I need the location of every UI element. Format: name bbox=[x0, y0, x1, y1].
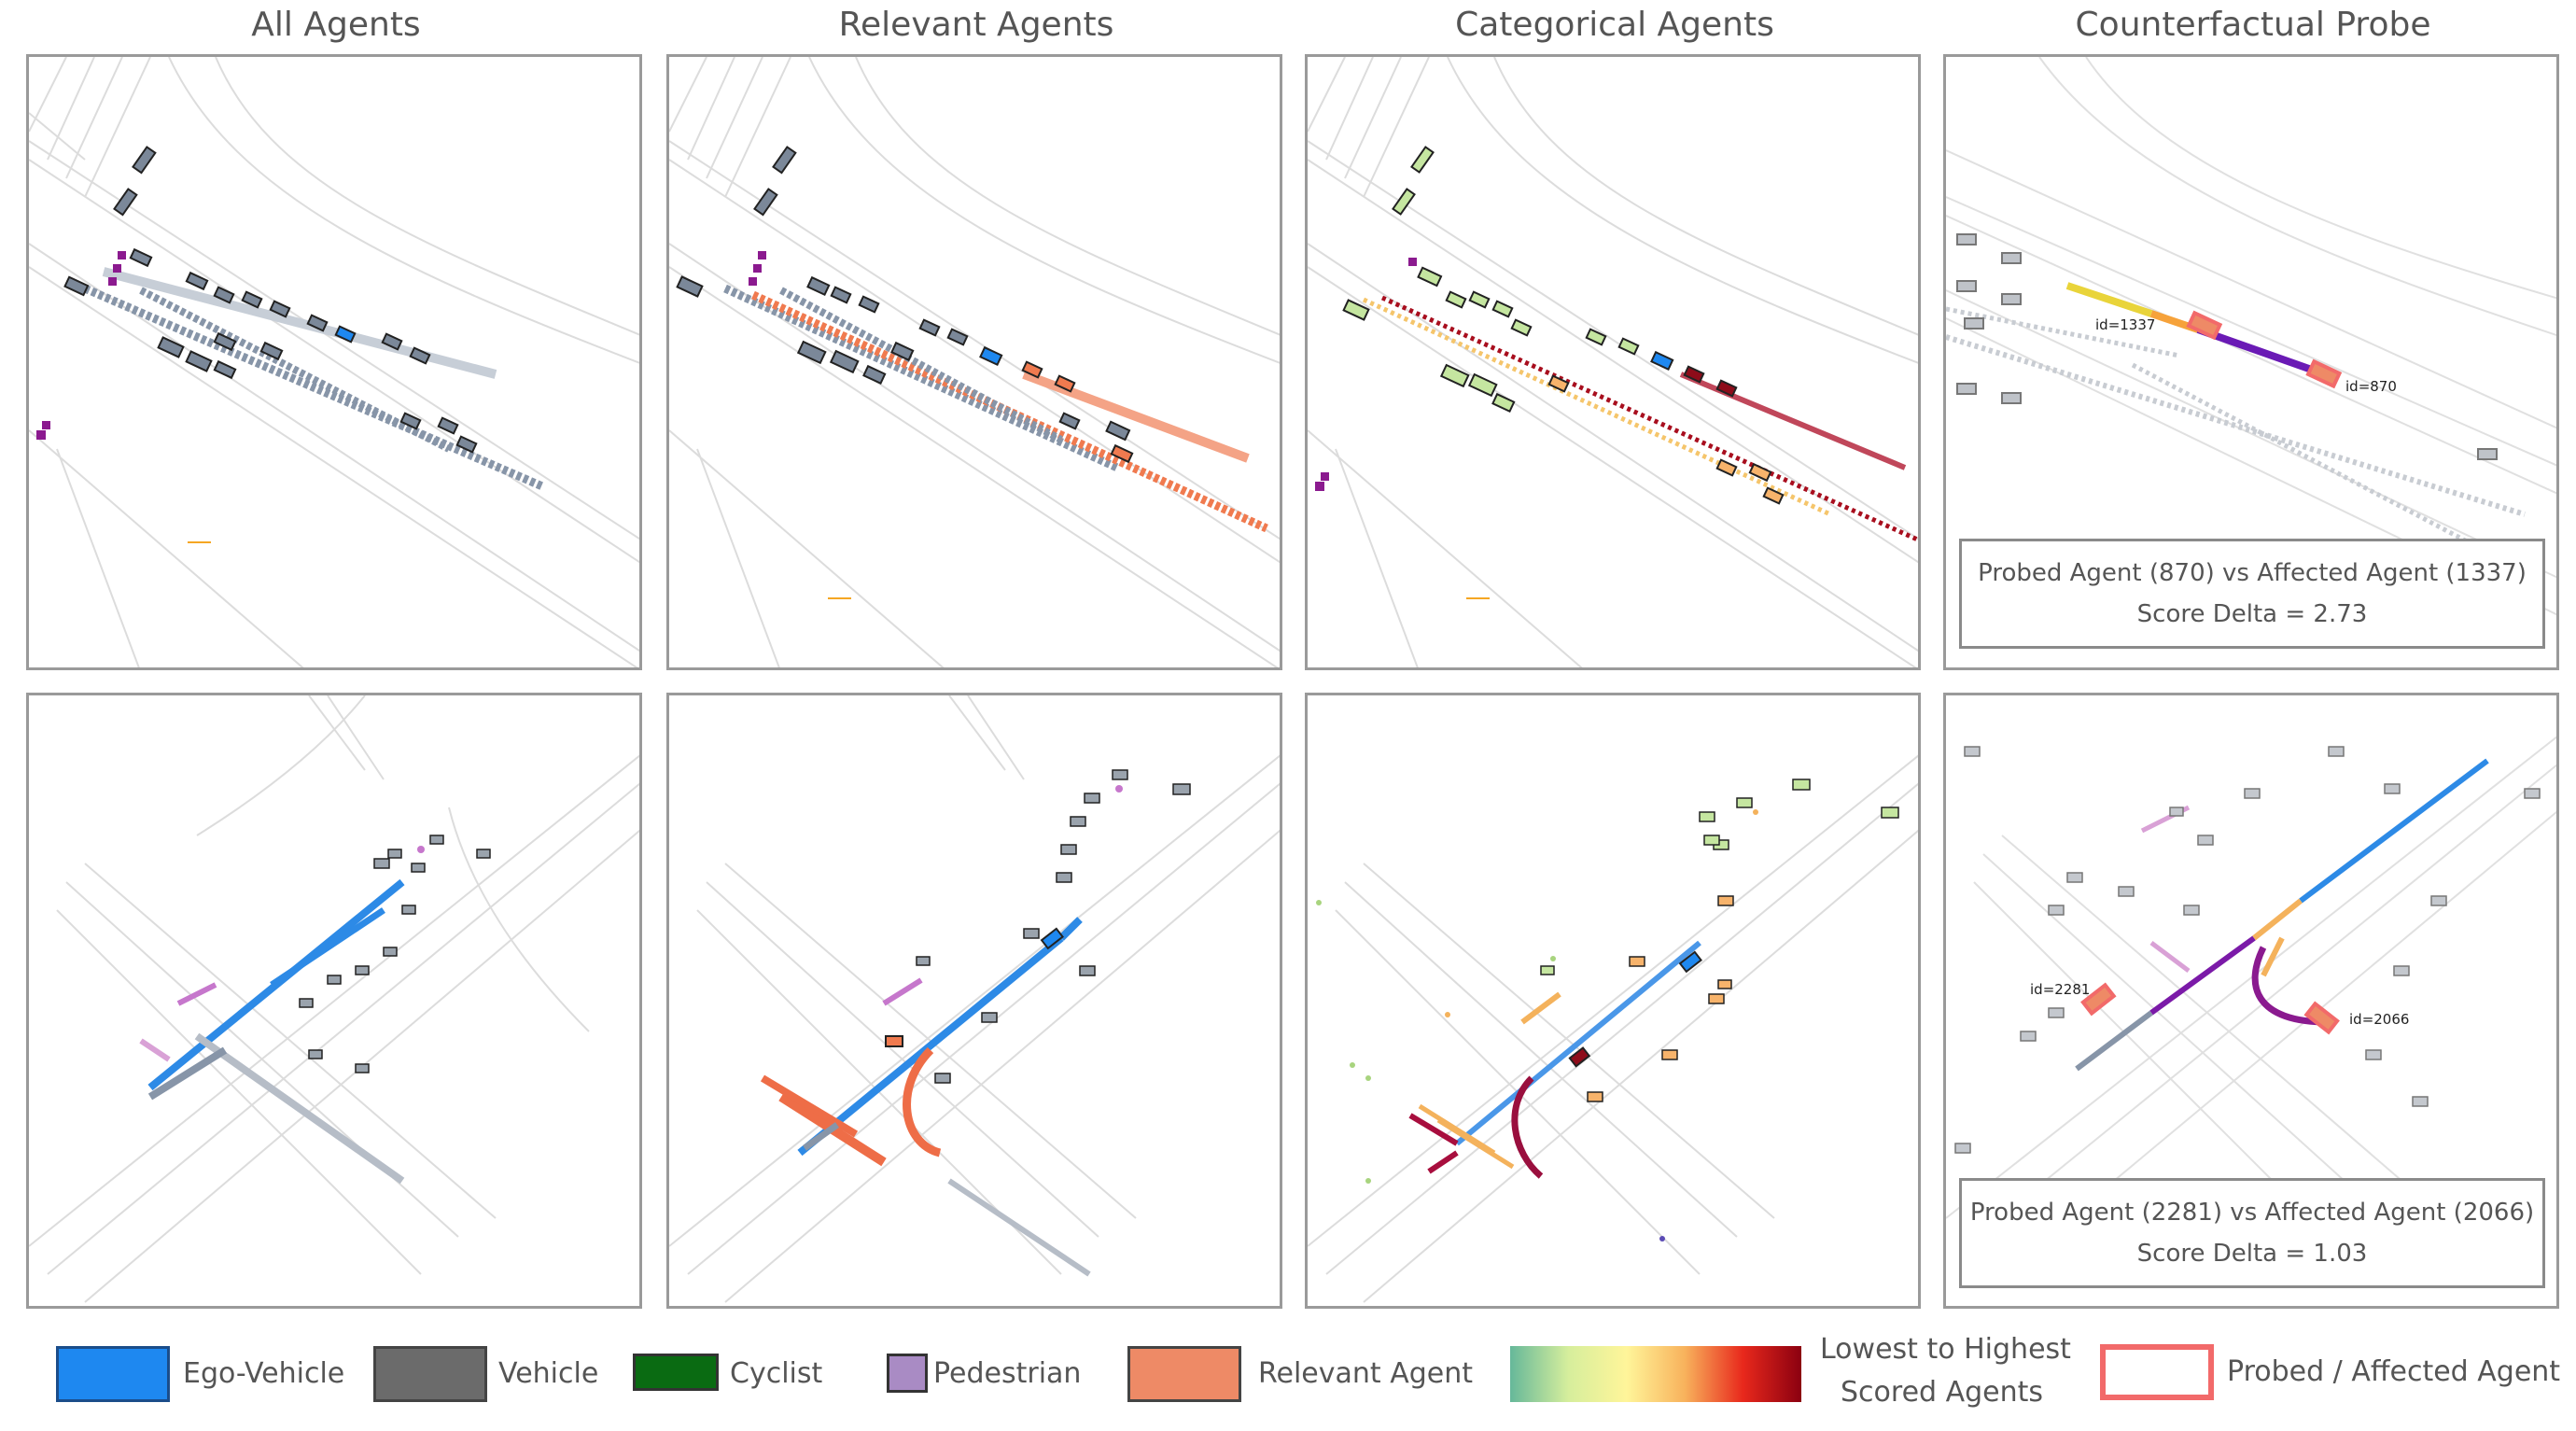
legend-score-label-line2: Scored Agents bbox=[1841, 1376, 2044, 1409]
probe-comparison-text: Probed Agent (870) vs Affected Agent (13… bbox=[1978, 559, 2527, 587]
probe-score-delta: Score Delta = 2.73 bbox=[2136, 600, 2368, 628]
legend-probed-swatch bbox=[2100, 1344, 2214, 1400]
legend-probed-label: Probed / Affected Agent bbox=[2227, 1355, 2561, 1388]
legend-ego-swatch bbox=[56, 1346, 170, 1402]
legend-vehicle-label: Vehicle bbox=[498, 1357, 599, 1390]
legend-pedestrian-label: Pedestrian bbox=[933, 1357, 1082, 1390]
scene-panel-top-relevant-agents bbox=[666, 54, 1282, 670]
legend-score-label-line1: Lowest to Highest bbox=[1820, 1333, 2071, 1366]
scene-map-top-probe: id=1337 id=870 bbox=[1946, 57, 2556, 616]
scene-map-top-all bbox=[29, 57, 639, 667]
legend-pedestrian-swatch bbox=[887, 1354, 928, 1393]
probe-result-box: Probed Agent (870) vs Affected Agent (13… bbox=[1959, 539, 2545, 649]
legend-relevant-label: Relevant Agent bbox=[1258, 1357, 1473, 1390]
affected-agent-id-label: id=2066 bbox=[2349, 1011, 2409, 1028]
legend-vehicle-swatch bbox=[373, 1346, 487, 1402]
scene-map-top-categorical bbox=[1308, 57, 1918, 667]
probe-comparison-text: Probed Agent (2281) vs Affected Agent (2… bbox=[1969, 1199, 2535, 1227]
scene-panel-bottom-counterfactual-probe: id=2281 id=2066 Probed Agent (2281) vs A… bbox=[1943, 693, 2559, 1309]
column-title-relevant-agents: Relevant Agents bbox=[838, 6, 1114, 44]
scene-panel-bottom-relevant-agents bbox=[666, 693, 1282, 1309]
scene-panel-top-all-agents bbox=[26, 54, 642, 670]
legend-ego-label: Ego-Vehicle bbox=[183, 1357, 345, 1390]
scene-map-bottom-relevant bbox=[669, 695, 1280, 1303]
scene-map-bottom-probe: id=2281 id=2066 bbox=[1946, 736, 2556, 1275]
probe-result-box: Probed Agent (2281) vs Affected Agent (2… bbox=[1959, 1178, 2545, 1288]
scene-panel-bottom-categorical-agents bbox=[1305, 693, 1921, 1309]
legend: Ego-Vehicle Vehicle Cyclist Pedestrian R… bbox=[0, 1333, 2576, 1417]
scene-map-top-relevant bbox=[669, 57, 1280, 667]
column-title-all-agents: All Agents bbox=[251, 6, 421, 44]
column-title-categorical-agents: Categorical Agents bbox=[1455, 6, 1774, 44]
scene-panel-bottom-all-agents bbox=[26, 693, 642, 1309]
legend-cyclist-label: Cyclist bbox=[730, 1357, 823, 1390]
legend-relevant-swatch bbox=[1127, 1346, 1241, 1402]
scene-panel-top-counterfactual-probe: id=1337 id=870 Probed Agent (870) vs Aff… bbox=[1943, 54, 2559, 670]
scene-map-bottom-all bbox=[29, 695, 639, 1303]
probe-score-delta: Score Delta = 1.03 bbox=[2136, 1240, 2368, 1268]
legend-cyclist-swatch bbox=[633, 1354, 719, 1391]
scene-map-bottom-categorical bbox=[1308, 754, 1918, 1303]
scene-panel-top-categorical-agents bbox=[1305, 54, 1921, 670]
affected-agent-id-label: id=1337 bbox=[2095, 316, 2155, 333]
probed-agent-id-label: id=870 bbox=[2345, 378, 2397, 395]
column-title-counterfactual-probe: Counterfactual Probe bbox=[2075, 6, 2431, 44]
legend-score-colorbar bbox=[1510, 1346, 1801, 1402]
probed-agent-id-label: id=2281 bbox=[2030, 981, 2090, 998]
